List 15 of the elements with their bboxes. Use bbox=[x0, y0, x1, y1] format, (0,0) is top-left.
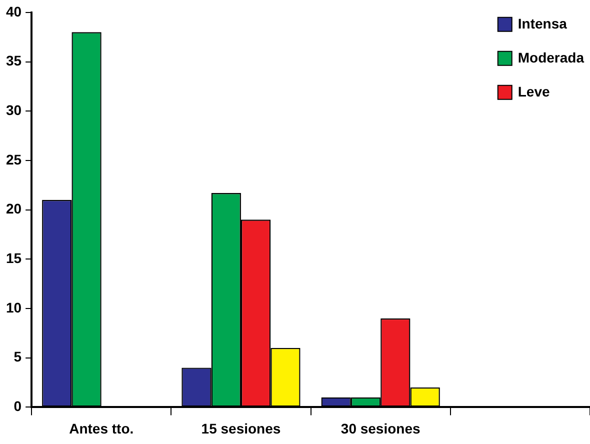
x-tick-label: Antes tto. bbox=[69, 420, 134, 436]
y-tick-label: 10 bbox=[6, 299, 22, 316]
y-tick-label: 25 bbox=[6, 151, 22, 168]
y-tick-label: 40 bbox=[6, 3, 22, 20]
y-tick-label: 0 bbox=[14, 398, 22, 414]
legend-label: Leve bbox=[518, 83, 550, 100]
y-tick-label: 15 bbox=[6, 250, 22, 266]
y-tick-label: 30 bbox=[6, 102, 22, 118]
x-tick-label: 15 sesiones bbox=[201, 420, 281, 436]
legend-label: Intensa bbox=[518, 15, 568, 32]
x-tick-label: 30 sesiones bbox=[340, 420, 420, 436]
y-tick-label: 5 bbox=[14, 348, 22, 365]
y-tick-label: 35 bbox=[6, 52, 22, 69]
y-tick-label: 20 bbox=[6, 200, 22, 217]
legend-label: Moderada bbox=[518, 49, 584, 66]
